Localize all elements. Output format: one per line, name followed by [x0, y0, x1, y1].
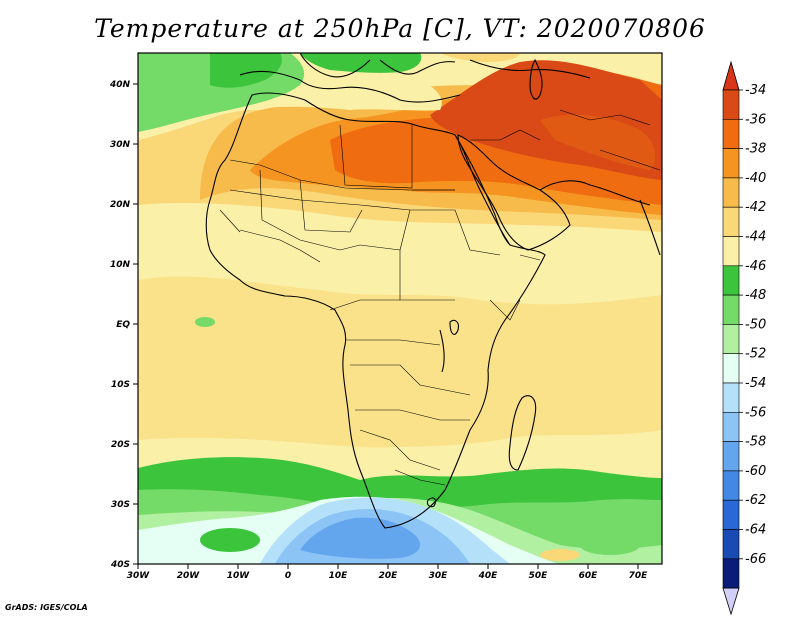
lon-label: 0 — [285, 571, 291, 581]
axis-ticks — [133, 83, 639, 569]
colorbar-swatch — [722, 206, 740, 237]
colorbar: -34 -36 -38 -40 -42 -44 -46 -48 -50 -52 -54 -56 -58 -… — [722, 60, 766, 616]
colorbar-label: -40 — [745, 171, 766, 186]
colorbar-label: -36 — [745, 112, 766, 127]
temperature-field — [138, 53, 662, 564]
lat-labels: 40N 30N 20N 10N EQ 10S 20S 30S 40S — [109, 80, 131, 570]
credit-text: GrADS: IGES/COLA — [5, 603, 88, 612]
colorbar-label: -62 — [745, 493, 766, 508]
lon-label: 30E — [429, 571, 449, 581]
colorbar-label: -60 — [745, 464, 766, 479]
colorbar-swatch — [722, 441, 740, 472]
lon-label: 10W — [227, 571, 251, 581]
colorbar-swatch — [722, 148, 740, 179]
colorbar-label: -48 — [745, 288, 766, 303]
colorbar-label: -34 — [745, 83, 766, 98]
colorbar-swatch — [722, 558, 740, 589]
colorbar-swatch — [722, 324, 740, 354]
coastlines — [205, 53, 661, 529]
lat-label: 30S — [111, 500, 130, 510]
colorbar-label: -42 — [745, 200, 766, 215]
colorbar-top-arrow — [722, 60, 740, 91]
lon-label: 20W — [177, 571, 201, 581]
country-borders — [219, 109, 661, 486]
colorbar-swatch — [722, 470, 740, 501]
colorbar-swatch — [722, 89, 740, 120]
colorbar-swatch — [722, 119, 740, 149]
lon-label: 70E — [629, 571, 649, 581]
colorbar-swatch — [722, 529, 740, 560]
colorbar-label: -56 — [745, 405, 766, 420]
colorbar-bottom-arrow — [722, 587, 740, 616]
lon-label: 30W — [127, 571, 151, 581]
lon-label: 60E — [579, 571, 599, 581]
colorbar-label: -46 — [745, 259, 766, 274]
colorbar-swatch — [722, 236, 740, 267]
colorbar-label: -50 — [745, 317, 766, 332]
colorbar-label: -52 — [745, 347, 766, 362]
map-frame — [137, 52, 663, 565]
colorbar-label: -38 — [745, 142, 766, 157]
lon-labels: 30W 20W 10W 0 10E 20E 30E 40E 50E 60E 70… — [127, 571, 648, 581]
colorbar-label: -58 — [745, 435, 766, 450]
colorbar-swatch — [722, 265, 740, 296]
colorbar-swatch — [722, 294, 740, 325]
lon-label: 10E — [329, 571, 349, 581]
lon-label: 50E — [529, 571, 549, 581]
lat-label: 20S — [111, 440, 130, 450]
colorbar-swatch — [722, 382, 740, 413]
lat-label: 10S — [111, 380, 130, 390]
lat-label: 10N — [110, 260, 131, 270]
lat-label: 40S — [110, 560, 130, 570]
lat-label: 30N — [110, 140, 131, 150]
lon-label: 40E — [478, 571, 499, 581]
lat-label: EQ — [116, 320, 130, 330]
lon-label: 20E — [379, 571, 399, 581]
lat-label: 40N — [109, 80, 131, 90]
colorbar-label: -54 — [745, 376, 766, 391]
colorbar-swatch — [722, 177, 740, 208]
colorbar-label: -64 — [745, 523, 766, 538]
colorbar-label: -66 — [745, 552, 766, 567]
colorbar-label: -44 — [745, 230, 766, 245]
colorbar-swatch — [722, 353, 740, 384]
lat-label: 20N — [110, 200, 131, 210]
colorbar-swatch — [722, 499, 740, 530]
map-title: Temperature at 250hPa [C], VT: 202007080… — [94, 14, 706, 43]
colorbar-swatch — [722, 411, 740, 442]
